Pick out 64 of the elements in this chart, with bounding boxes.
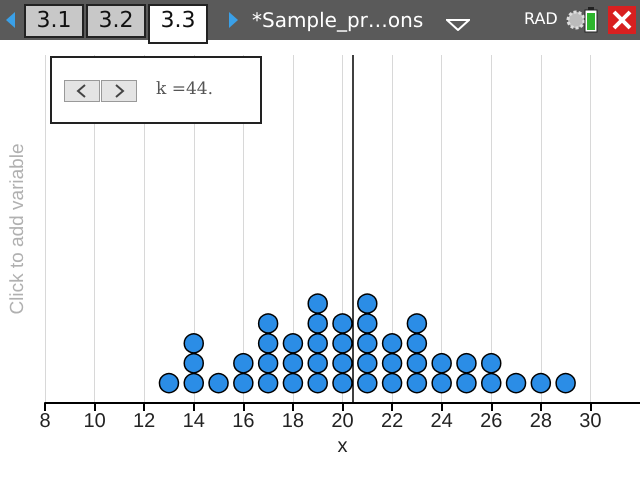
point [233, 372, 254, 394]
point [382, 372, 402, 394]
point [307, 293, 328, 314]
point [481, 352, 502, 374]
x-tick-label: 16 [232, 410, 254, 432]
point [184, 352, 204, 374]
text: 3.3 [148, 4, 208, 44]
y-axis-title: Click to add variable [7, 143, 28, 315]
point [357, 293, 378, 314]
point [184, 333, 204, 354]
point [282, 333, 304, 354]
point [357, 313, 378, 334]
text: RAD [524, 9, 558, 28]
point [357, 333, 378, 354]
point [357, 352, 378, 374]
point [456, 352, 477, 374]
x-tick-label: 12 [133, 410, 156, 432]
point [282, 352, 304, 374]
point [208, 372, 229, 394]
text: 3.2 [86, 4, 146, 38]
point [431, 372, 452, 394]
point [332, 352, 353, 374]
point [158, 372, 180, 394]
point [307, 333, 328, 354]
point [431, 352, 452, 374]
point [406, 372, 428, 394]
point [258, 313, 278, 334]
point [481, 372, 502, 394]
point [357, 372, 378, 394]
point [382, 333, 402, 354]
x-tick-label: 30 [579, 410, 602, 432]
x-tick-label: 18 [282, 410, 304, 432]
point [332, 333, 353, 354]
point [530, 372, 552, 394]
point [307, 352, 328, 374]
point [332, 313, 353, 334]
point [332, 372, 353, 394]
text: 3.1 [24, 4, 84, 38]
x-tick-label: 14 [182, 410, 205, 432]
point [258, 333, 278, 354]
point [258, 352, 278, 374]
text: *Sample_pr…ons [252, 8, 424, 32]
x-tick-label: 28 [530, 410, 552, 432]
slider-panel: k =44. [50, 56, 262, 124]
point [282, 372, 304, 394]
point [184, 372, 204, 394]
point [307, 313, 328, 334]
point [506, 372, 526, 394]
point [307, 372, 328, 394]
x-tick-label: 8 [39, 410, 51, 432]
point [555, 372, 576, 394]
point [233, 352, 254, 374]
x-tick-label: 20 [331, 410, 354, 432]
x-tick-label: 22 [380, 410, 404, 432]
x-tick-label: 10 [83, 410, 106, 432]
point [382, 352, 402, 374]
point [406, 352, 428, 374]
point [406, 313, 428, 334]
point [406, 333, 428, 354]
x-axis-title: x [338, 435, 348, 457]
x-tick-label: 26 [480, 410, 502, 432]
point [456, 372, 477, 394]
point [258, 372, 278, 394]
x-tick-label: 24 [430, 410, 453, 432]
